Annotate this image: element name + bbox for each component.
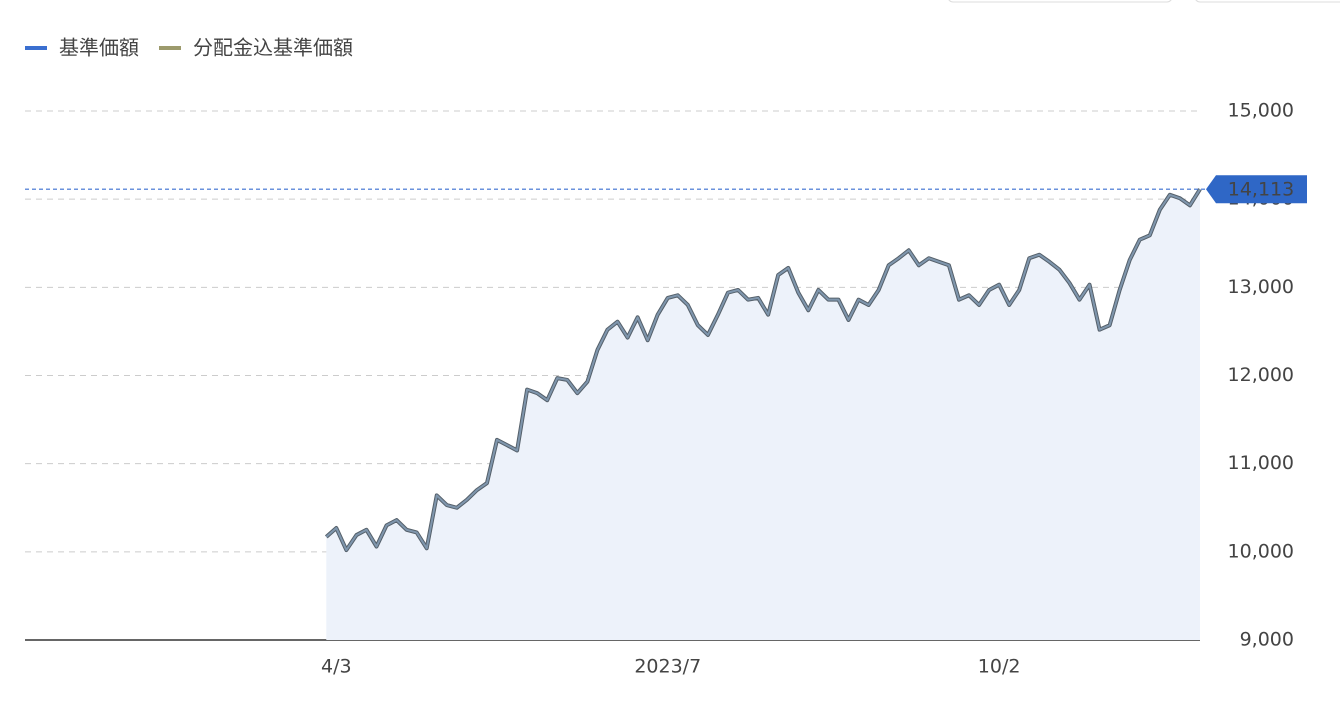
top-button[interactable] xyxy=(948,0,1172,3)
y-tick-label: 12,000 xyxy=(1228,364,1294,386)
area xyxy=(326,189,1200,640)
marker-tag xyxy=(1206,175,1307,204)
y-tick-label: 11,000 xyxy=(1228,452,1294,474)
marker-label: 14,113 xyxy=(1228,179,1294,201)
x-tick-label: 10/2 xyxy=(978,656,1021,678)
y-tick-label: 15,000 xyxy=(1228,100,1294,122)
top-button[interactable] xyxy=(1195,0,1340,3)
series-line xyxy=(325,188,1201,552)
y-tick-label: 9,000 xyxy=(1240,629,1294,651)
legend-label: 分配金込基準価額 xyxy=(193,36,353,60)
y-tick-label: 13,000 xyxy=(1228,276,1294,298)
y-tick-label: 10,000 xyxy=(1228,540,1294,562)
x-tick-label: 2023/7 xyxy=(634,656,701,678)
legend-label: 基準価額 xyxy=(59,36,139,60)
x-tick-label: 4/3 xyxy=(321,656,352,678)
